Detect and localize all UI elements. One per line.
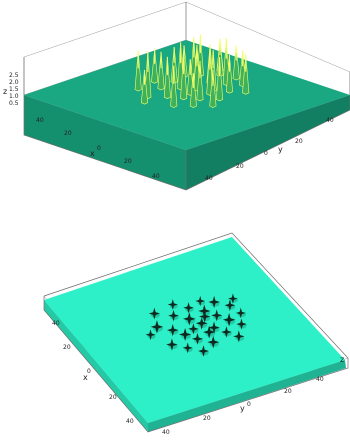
x-tick-4: 40 (152, 173, 160, 180)
peak-spike (189, 73, 197, 108)
peak-spike (196, 60, 204, 102)
peak-marker (198, 310, 211, 323)
peak-marker (195, 316, 208, 330)
peak-spike (163, 56, 171, 100)
z-tick-4: 0.5 (9, 100, 19, 107)
peak-marker (236, 318, 247, 330)
x-tick-1: 20 (63, 344, 71, 351)
peak-marker (235, 307, 246, 319)
peak-marker (233, 330, 245, 343)
y-axis-title: y (278, 145, 283, 154)
peak-marker (211, 309, 223, 322)
y-tick-4: 40 (316, 376, 324, 383)
y-tick-2: 0 (264, 150, 268, 157)
y-tick-3: 20 (284, 388, 292, 395)
x-axis-title: x (83, 373, 88, 382)
x-tick-0: 40 (52, 320, 60, 327)
peak-marker (145, 329, 156, 341)
peak-spike (232, 45, 240, 81)
peak-marker (195, 295, 206, 307)
z-axis-title: z (340, 355, 344, 364)
peak-marker (198, 345, 209, 357)
surface-plot-oblique: 2.5 2.0 1.5 1.0 0.5 z 40 20 0 20 40 x 40… (3, 1, 350, 191)
x-tick-3: 20 (109, 394, 117, 401)
surface-base-front-left (44, 300, 148, 432)
peak-spike (140, 69, 148, 105)
box-outer-edges (43, 232, 349, 433)
peak-spike (170, 65, 178, 108)
peak-marker (167, 299, 178, 310)
peak-spike (242, 54, 250, 95)
y-axis-title: y (240, 404, 245, 413)
peak-spike (151, 49, 159, 84)
peak-marker (222, 313, 236, 327)
x-axis-title: x (90, 149, 95, 158)
peak-marker (166, 338, 178, 351)
surface-base-front-left (24, 95, 186, 190)
peak-marker (168, 309, 179, 322)
peak-spike (134, 51, 142, 92)
peak-marker (166, 323, 179, 337)
peak-marker (208, 295, 220, 309)
peak-spike (225, 55, 233, 94)
z-tick-0: 2.5 (9, 72, 19, 79)
peak-spike (216, 57, 224, 102)
peak-marker (182, 342, 193, 354)
peak-spike (180, 54, 188, 101)
peak-marker (150, 320, 164, 334)
peak-marker (228, 293, 238, 304)
peak-marker (224, 299, 236, 312)
peak-marker (208, 321, 220, 334)
surface-plot-top-down: 40 20 0 20 40 x 40 20 0 20 40 y z (43, 232, 349, 436)
x-tick-0: 40 (36, 117, 44, 124)
y-tick-3: 20 (295, 138, 303, 145)
peak-marker (182, 312, 196, 326)
peak-field (145, 293, 247, 357)
y-tick-0: 40 (205, 175, 213, 182)
peak-marker (203, 325, 216, 339)
peak-spike (157, 51, 165, 91)
peak-marker (221, 326, 232, 338)
z-axis-title: z (3, 87, 7, 96)
peak-marker (191, 332, 204, 345)
x-tick-1: 20 (64, 130, 72, 137)
peak-marker (198, 304, 211, 318)
surface-base-top (24, 40, 350, 150)
y-tick-1: 20 (236, 163, 244, 170)
y-tick-4: 40 (326, 117, 334, 124)
y-tick-1: 20 (203, 415, 211, 422)
peak-marker (183, 302, 194, 314)
x-tick-2: 0 (87, 368, 91, 375)
peak-field (134, 34, 250, 108)
peak-marker (188, 323, 199, 335)
x-tick-4: 40 (126, 418, 134, 425)
z-tick-3: 1.0 (9, 93, 19, 100)
y-tick-2: 0 (247, 401, 251, 408)
z-tick-2: 1.5 (9, 86, 19, 93)
z-tick-1: 2.0 (9, 79, 19, 86)
surface-base-front-right (148, 360, 346, 432)
y-tick-0: 40 (162, 429, 170, 436)
surface-base-front-right (186, 95, 350, 190)
peak-spike (209, 69, 217, 108)
x-tick-3: 20 (124, 158, 132, 165)
x-tick-2: 0 (97, 145, 101, 152)
peak-marker (148, 307, 160, 320)
peak-marker (207, 335, 220, 349)
peak-marker (178, 327, 192, 342)
